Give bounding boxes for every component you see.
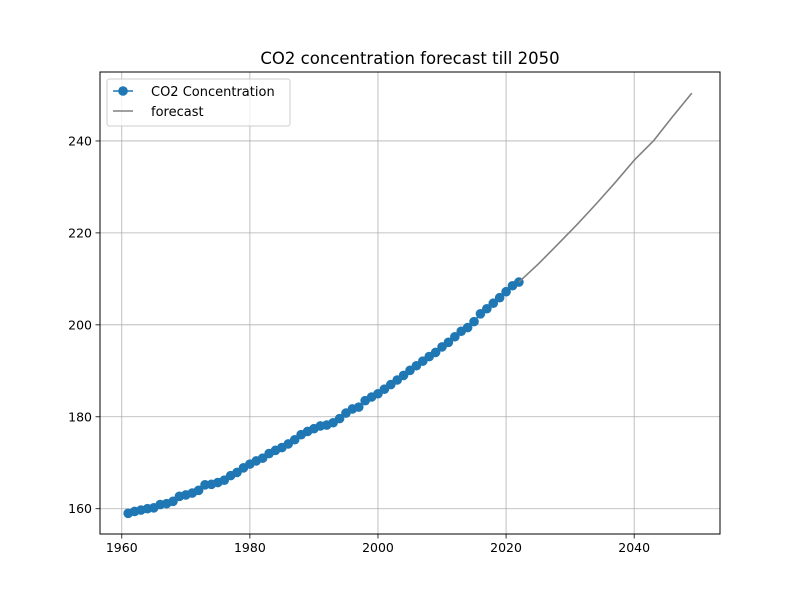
- data-point-co2-concentration: [289, 434, 300, 445]
- data-point-co2-concentration: [398, 370, 409, 381]
- data-point-co2-concentration: [168, 496, 178, 507]
- y-tick-label: 200: [68, 317, 92, 332]
- data-point-co2-concentration: [443, 337, 454, 348]
- chart-title: CO2 concentration forecast till 2050: [260, 49, 559, 68]
- y-tick-label: 240: [68, 133, 92, 148]
- legend-box: [106, 78, 291, 127]
- data-point-co2-concentration: [488, 298, 499, 309]
- x-tick-label: 1960: [106, 540, 138, 555]
- plot-frame: [99, 71, 721, 535]
- axis-ticks: 1960 1980 2000 2020 2040 160 180 200 220 240: [68, 133, 650, 555]
- data-point-co2-concentration: [482, 303, 492, 314]
- data-point-co2-concentration: [494, 292, 505, 303]
- grid: [100, 72, 720, 534]
- data-point-co2-concentration: [469, 316, 479, 327]
- y-tick-label: 180: [68, 409, 92, 424]
- data-point-co2-concentration: [475, 309, 486, 319]
- x-tick-label: 1980: [234, 540, 266, 555]
- data-point-co2-concentration: [353, 402, 364, 412]
- data-point-co2-concentration: [501, 286, 511, 297]
- series-line-forecast: [518, 92, 693, 283]
- x-tick-label: 2020: [490, 540, 522, 555]
- x-tick-label: 2040: [618, 540, 650, 555]
- y-tick-label: 160: [68, 501, 92, 516]
- series-layer: [123, 92, 693, 519]
- legend-label-co2: CO2 Concentration: [151, 85, 275, 100]
- y-tick-label: 220: [68, 225, 92, 240]
- x-tick-label: 2000: [362, 540, 394, 555]
- legend-label-forecast: forecast: [151, 105, 204, 120]
- data-point-co2-concentration: [334, 413, 345, 424]
- legend: CO2 Concentration forecast: [106, 78, 291, 127]
- legend-marker-co2: [118, 86, 128, 96]
- data-point-co2-concentration: [430, 347, 441, 358]
- data-point-co2-concentration: [193, 485, 204, 496]
- data-point-co2-concentration: [450, 331, 460, 342]
- data-point-co2-concentration: [462, 322, 473, 333]
